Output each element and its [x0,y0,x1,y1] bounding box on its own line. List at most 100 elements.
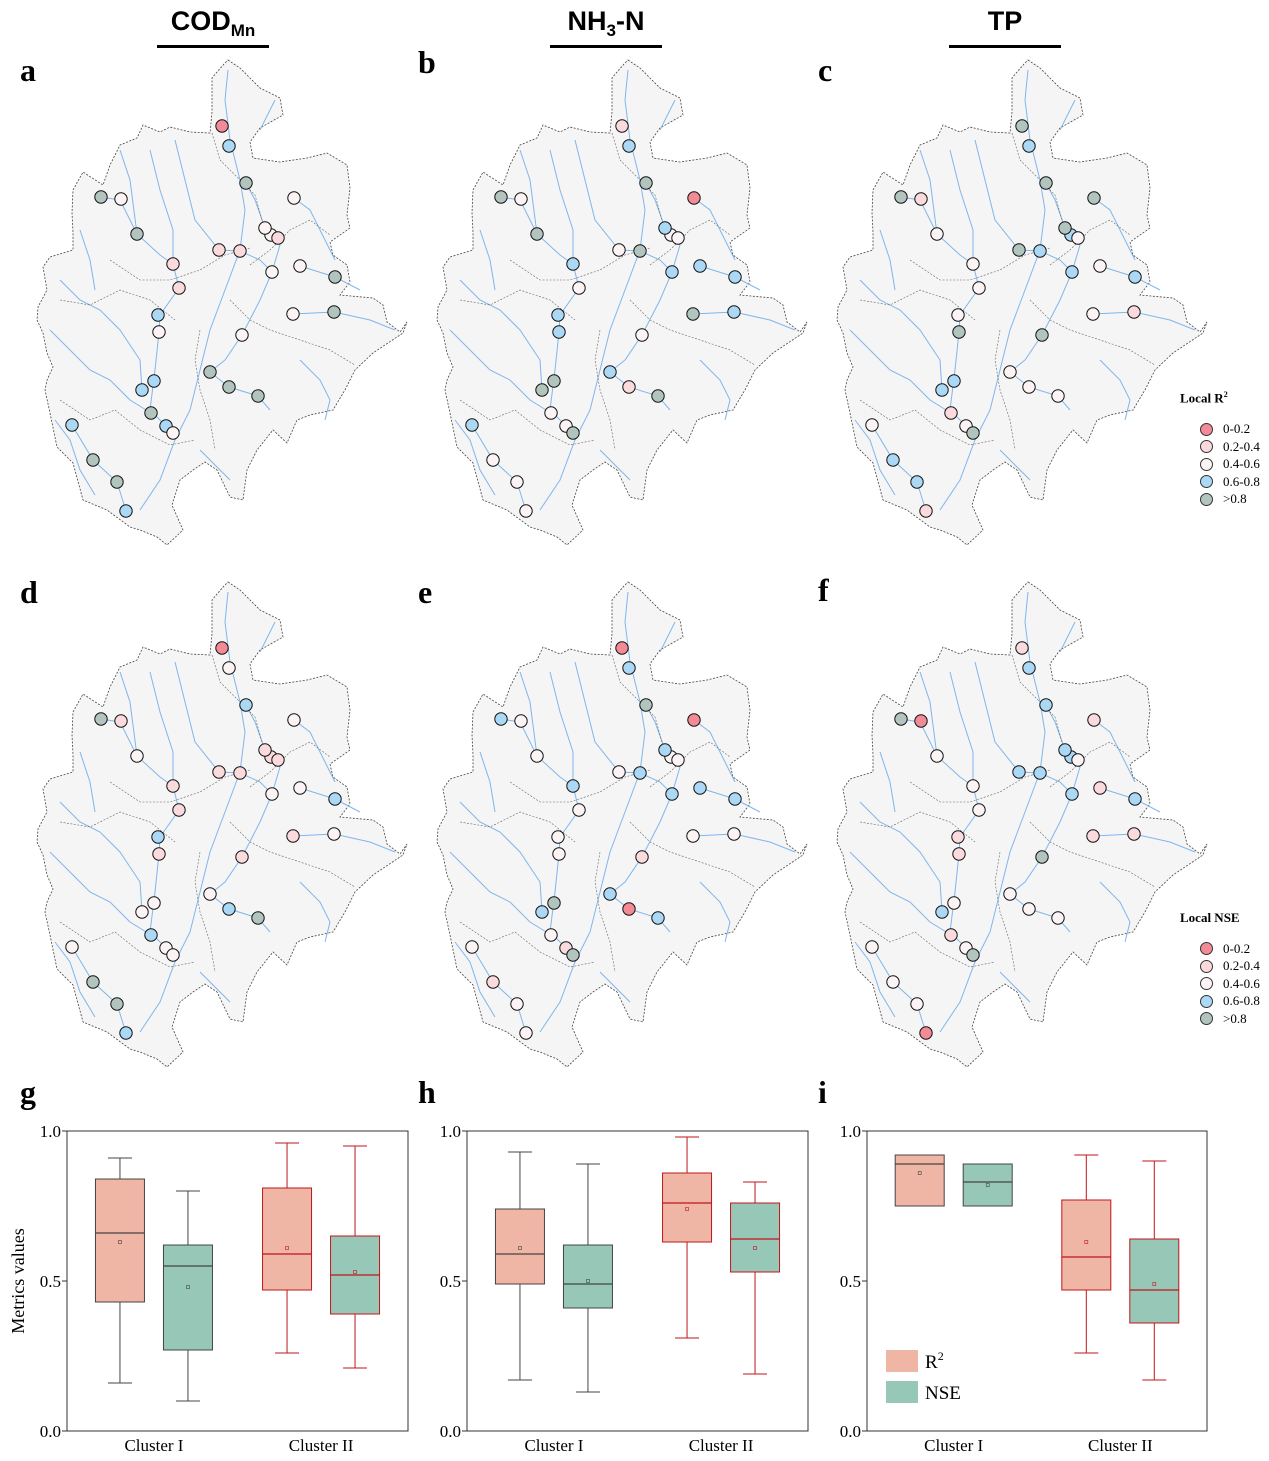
river-line [459,801,543,913]
monitoring-site-marker [665,787,679,801]
river-line [999,449,1031,481]
monitoring-site-marker [65,940,79,954]
monitoring-site-marker [693,259,707,273]
monitoring-site-marker [258,221,272,235]
monitoring-site-marker [622,139,636,153]
subbasin-boundary [59,811,176,843]
river-line [618,771,673,795]
river-line [1059,621,1076,653]
river-line [259,621,276,653]
monitoring-site-marker [271,231,285,245]
mean-marker [285,1246,289,1250]
monitoring-site-marker [144,928,158,942]
monitoring-site-marker [1015,641,1029,655]
monitoring-site-marker [271,753,285,767]
box-nse-cluster-1 [962,1163,1013,1207]
subbasin-boundary [859,811,976,843]
monitoring-site-marker [147,374,161,388]
monitoring-site-marker [1087,191,1101,205]
monitoring-site-marker [535,383,549,397]
legend-swatch [1200,977,1213,991]
map-panel-e [436,581,808,1068]
legend-swatch [1200,492,1213,506]
monitoring-site-marker [215,119,229,133]
monitoring-site-marker [239,698,253,712]
monitoring-site-marker [547,896,561,910]
monitoring-site-marker [686,829,700,843]
monitoring-site-marker [1086,307,1100,321]
river-line [974,139,1020,251]
monitoring-site-marker [1035,328,1049,342]
subbasin-boundary [459,921,596,968]
river-line [49,329,152,414]
map-panel-b [436,59,808,546]
river-line [854,941,896,1018]
subbasin-boundary [509,769,651,803]
river-line [618,249,673,273]
monitoring-site-marker [286,829,300,843]
mean-marker [753,1246,757,1250]
legend-swatch [1200,942,1213,956]
river-line [549,149,574,264]
monitoring-site-marker [952,325,966,339]
river-line [859,279,943,391]
river-line [1092,833,1196,853]
monitoring-site-marker [665,265,679,279]
x-tick-label: Cluster I [124,1436,183,1455]
monitoring-site-marker [1022,380,1036,394]
river-line [1093,197,1136,261]
monitoring-site-marker [135,383,149,397]
panel-label-h: h [418,1074,436,1110]
monitoring-site-marker [510,475,524,489]
monitoring-site-marker [1058,743,1072,757]
river-line [59,279,143,391]
monitoring-site-marker [212,243,226,257]
monitoring-site-marker [172,803,186,817]
box-iqr [962,1163,1013,1207]
monitoring-site-marker [1065,265,1079,279]
boxplot-row: 0.0 0.5 1.0 Cluster I Cluster II Metrics valu… [8,1122,1208,1455]
monitoring-site-marker [530,227,544,241]
river-line [549,671,574,786]
monitoring-site-marker [212,765,226,779]
subbasin-boundary [59,289,176,321]
subbasin-boundary [859,399,996,446]
river-line [949,149,974,264]
river-line [854,419,896,496]
title-underline [949,45,1061,48]
column-title-tp: TP [935,6,1075,48]
monitoring-site-marker [1093,781,1107,795]
river-line [849,329,952,414]
monitoring-site-marker [651,911,665,925]
subbasin-boundary [59,921,196,968]
monitoring-site-marker [572,803,586,817]
monitoring-site-marker [687,713,701,727]
river-line [71,424,127,512]
monitoring-site-marker [135,905,149,919]
subbasin-boundary [994,329,1016,451]
monitoring-site-marker [651,389,665,403]
monitoring-site-marker [635,328,649,342]
panel-label-f: f [818,572,829,608]
monitoring-site-marker [919,1026,933,1040]
basin-map [36,581,408,1068]
x-tick-label: Cluster II [289,1436,354,1455]
y-tick-label: 1.0 [440,1122,461,1141]
river-line [659,621,676,653]
monitoring-site-marker [1128,792,1142,806]
river-line [699,881,731,943]
river-line [54,419,96,496]
monitoring-site-marker [514,192,528,206]
river-line [49,851,152,936]
subbasin-boundary [859,289,976,321]
river-line [199,971,231,1003]
monitoring-site-marker [265,787,279,801]
legend-swatch [1200,959,1213,973]
y-tick-label: 1.0 [840,1122,861,1141]
monitoring-site-marker [566,426,580,440]
monitoring-site-marker [114,192,128,206]
monitoring-site-marker [686,307,700,321]
subbasin-boundary [1049,741,1131,788]
subbasin-boundary [1049,219,1131,266]
box-r2-cluster-2 [662,1136,713,1339]
